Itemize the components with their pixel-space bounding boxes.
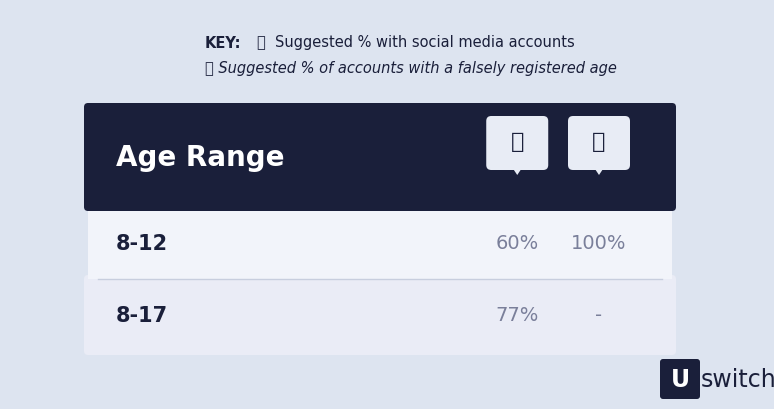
Bar — [88, 273, 672, 279]
Text: 8-12: 8-12 — [116, 234, 168, 254]
FancyBboxPatch shape — [568, 117, 630, 171]
Text: Age Range: Age Range — [116, 144, 285, 172]
Text: ⓧ Suggested % of accounts with a falsely registered age: ⓧ Suggested % of accounts with a falsely… — [205, 61, 617, 75]
Text: KEY:: KEY: — [205, 36, 241, 50]
Text: 100%: 100% — [571, 234, 627, 253]
Text: switch: switch — [701, 367, 774, 391]
Text: U: U — [670, 367, 690, 391]
Text: -: - — [595, 306, 603, 325]
Text: ⓧ: ⓧ — [592, 132, 606, 152]
Polygon shape — [591, 164, 607, 175]
Polygon shape — [509, 164, 526, 175]
FancyBboxPatch shape — [84, 275, 676, 355]
Text: 60%: 60% — [495, 234, 539, 253]
Text: 👍: 👍 — [511, 132, 524, 152]
FancyBboxPatch shape — [486, 117, 548, 171]
FancyBboxPatch shape — [660, 359, 700, 399]
Bar — [88, 207, 672, 279]
Text: 77%: 77% — [495, 306, 539, 325]
Text: 👍  Suggested % with social media accounts: 👍 Suggested % with social media accounts — [257, 36, 575, 50]
Text: 8-17: 8-17 — [116, 305, 168, 325]
Bar — [88, 273, 672, 279]
FancyBboxPatch shape — [84, 104, 676, 211]
